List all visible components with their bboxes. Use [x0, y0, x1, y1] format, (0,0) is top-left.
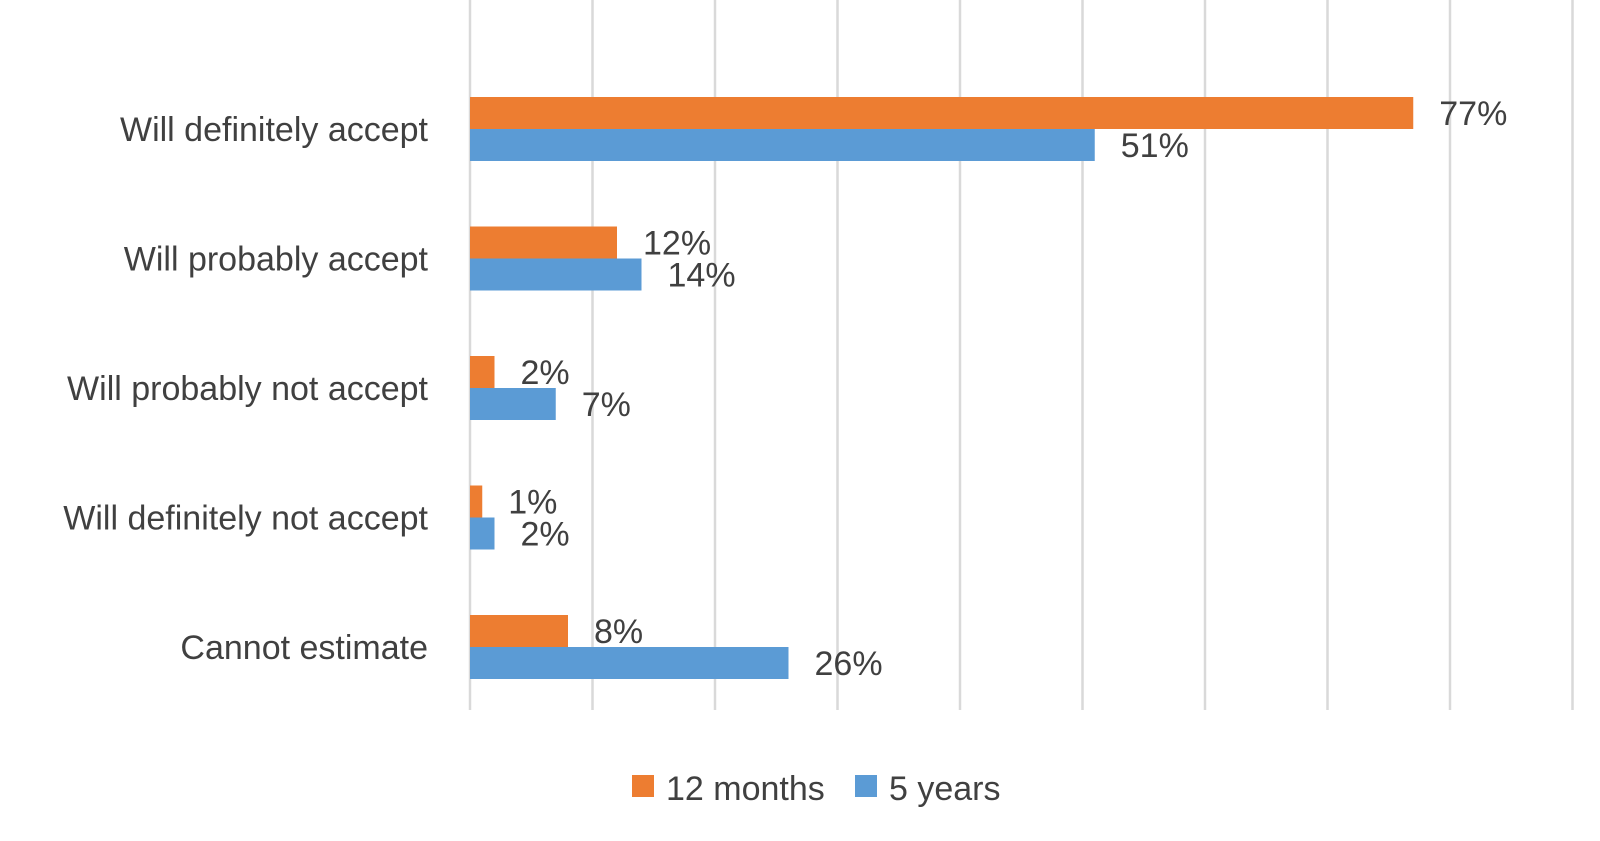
bar-12-months-will-definitely-accept — [470, 97, 1414, 129]
legend-item-12-months: 12 months — [632, 770, 825, 808]
data-label-5-years-will-probably-not-accept: 7% — [582, 386, 631, 424]
legend-label-5-years: 5 years — [889, 770, 1001, 808]
bar-5-years-cannot-estimate — [470, 647, 789, 679]
bar-5-years-will-probably-not-accept — [470, 388, 556, 420]
data-label-5-years-will-definitely-accept: 51% — [1121, 127, 1189, 165]
category-label-will-definitely-accept: Will definitely accept — [120, 111, 429, 149]
legend-label-12-months: 12 months — [666, 770, 825, 808]
legend: 12 months 5 years — [632, 770, 1001, 808]
bar-5-years-will-definitely-not-accept — [470, 517, 495, 550]
category-label-will-definitely-not-accept: Will definitely not accept — [63, 500, 428, 538]
bar-12-months-will-probably-accept — [470, 226, 617, 259]
category-axis: Will definitely accept Will probably acce… — [63, 111, 428, 667]
data-label-12-months-cannot-estimate: 8% — [594, 613, 643, 651]
bar-12-months-cannot-estimate — [470, 615, 568, 647]
legend-item-5-years: 5 years — [855, 770, 1001, 808]
legend-swatch-12-months — [632, 775, 654, 797]
category-label-will-probably-not-accept: Will probably not accept — [67, 370, 429, 408]
category-label-will-probably-accept: Will probably accept — [124, 241, 429, 279]
bar-5-years-will-definitely-accept — [470, 129, 1095, 161]
data-label-5-years-will-definitely-not-accept: 2% — [521, 516, 570, 554]
data-label-12-months-will-probably-not-accept: 2% — [521, 354, 570, 392]
data-label-12-months-will-definitely-accept: 77% — [1439, 95, 1507, 133]
data-label-5-years-cannot-estimate: 26% — [815, 645, 883, 683]
legend-swatch-5-years — [855, 775, 877, 797]
bar-5-years-will-probably-accept — [470, 258, 642, 291]
bar-12-months-will-probably-not-accept — [470, 356, 495, 388]
data-label-12-months-will-probably-accept: 12% — [643, 225, 711, 263]
data-label-5-years-will-probably-accept: 14% — [668, 257, 736, 295]
plot-area: 77%51%12%14%2%7%1%2%8%26% — [470, 95, 1507, 683]
data-label-12-months-will-definitely-not-accept: 1% — [508, 484, 557, 522]
category-label-cannot-estimate: Cannot estimate — [180, 629, 428, 667]
bar-12-months-will-definitely-not-accept — [470, 485, 483, 518]
